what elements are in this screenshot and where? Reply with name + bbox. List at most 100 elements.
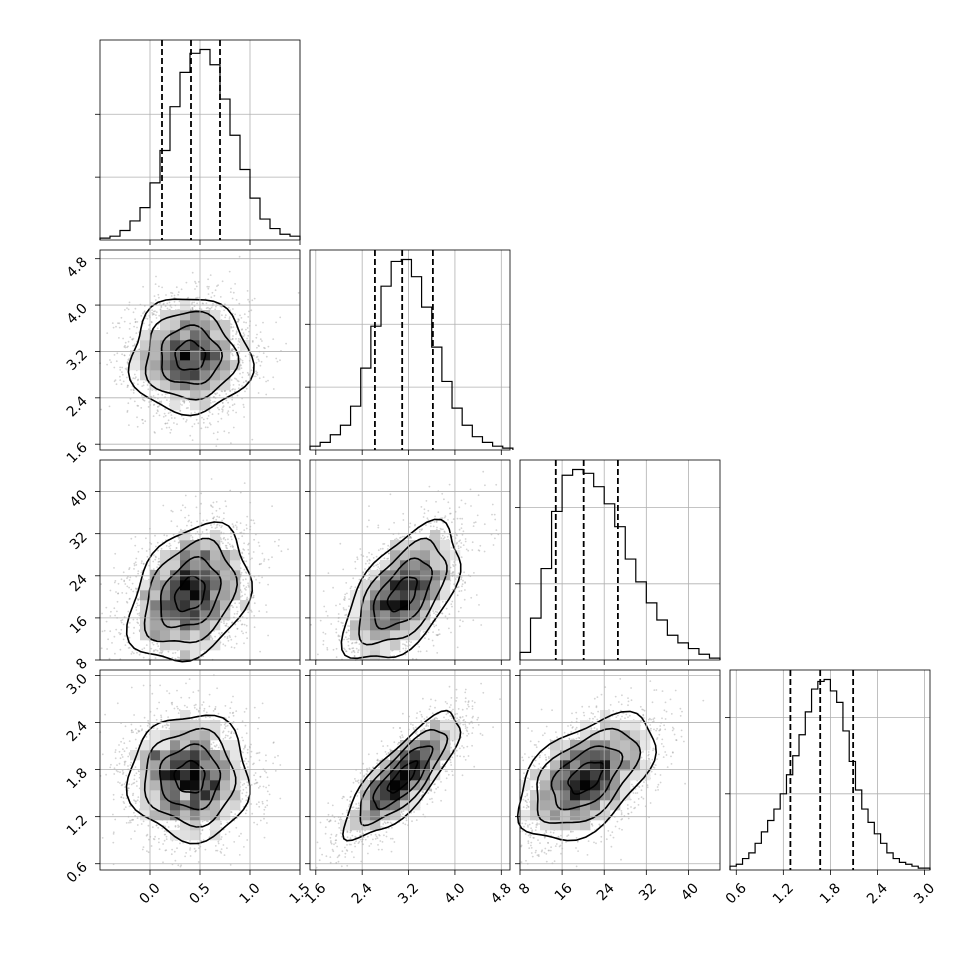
- scatter-point: [221, 280, 224, 283]
- scatter-point: [417, 650, 420, 653]
- scatter-point: [130, 588, 133, 591]
- density-cell: [190, 380, 201, 391]
- density-cell: [170, 370, 181, 381]
- scatter-point: [456, 594, 459, 597]
- scatter-point: [135, 609, 138, 611]
- scatter-point: [184, 506, 187, 509]
- scatter-point: [156, 566, 159, 569]
- scatter-point: [157, 406, 159, 408]
- density-cell: [220, 360, 231, 371]
- scatter-point: [347, 625, 349, 627]
- scatter-point: [118, 326, 121, 329]
- scatter-point: [240, 571, 243, 574]
- scatter-point: [229, 545, 232, 548]
- scatter-point: [177, 656, 179, 659]
- scatter-point: [255, 324, 257, 327]
- scatter-point: [223, 620, 225, 622]
- scatter-point: [133, 562, 136, 565]
- scatter-point: [228, 318, 231, 320]
- scatter-point: [128, 622, 131, 624]
- scatter-point: [218, 524, 221, 527]
- density-cell: [200, 540, 211, 551]
- scatter-point: [432, 644, 435, 647]
- scatter-point: [227, 306, 230, 309]
- scatter-point: [235, 331, 238, 334]
- density-cell: [210, 530, 221, 541]
- scatter-point: [134, 377, 136, 380]
- scatter-point: [185, 420, 187, 423]
- scatter-point: [427, 509, 430, 512]
- scatter-point: [460, 542, 463, 544]
- scatter-point: [123, 354, 126, 357]
- scatter-point: [122, 623, 125, 626]
- scatter-point: [129, 336, 132, 339]
- scatter-point: [342, 568, 345, 571]
- scatter-point: [218, 516, 221, 519]
- scatter-point: [252, 519, 255, 522]
- scatter-point: [341, 622, 344, 624]
- scatter-point: [337, 620, 340, 623]
- scatter-point: [368, 573, 371, 576]
- scatter-point: [126, 362, 129, 365]
- scatter-point: [231, 338, 234, 341]
- scatter-point: [457, 586, 460, 588]
- density-cell: [170, 630, 181, 641]
- scatter-point: [224, 500, 227, 503]
- scatter-point: [108, 405, 111, 408]
- scatter-point: [216, 526, 218, 528]
- scatter-point: [217, 407, 219, 409]
- scatter-point: [136, 602, 138, 605]
- histogram-2: [519, 468, 721, 660]
- scatter-point: [160, 400, 163, 403]
- scatter-point: [190, 521, 193, 524]
- scatter-point: [235, 642, 238, 645]
- scatter-point: [252, 594, 255, 597]
- scatter-point: [227, 401, 230, 404]
- density-cell: [180, 560, 191, 571]
- scatter-point: [201, 531, 204, 533]
- scatter-point: [194, 288, 196, 290]
- scatter-point: [212, 302, 214, 305]
- scatter-point: [255, 370, 257, 373]
- scatter-point: [267, 634, 269, 637]
- scatter-point: [228, 270, 231, 273]
- scatter-point: [230, 287, 232, 290]
- scatter-point: [136, 321, 139, 323]
- scatter-point: [136, 379, 139, 382]
- scatter-point: [227, 631, 230, 633]
- scatter-point: [231, 349, 234, 352]
- scatter-point: [464, 540, 467, 543]
- scatter-point: [222, 409, 224, 411]
- scatter-point: [174, 657, 177, 660]
- scatter-point: [134, 536, 137, 538]
- scatter-point: [246, 337, 249, 340]
- scatter-point: [332, 586, 334, 589]
- scatter-point: [143, 310, 146, 312]
- scatter-point: [252, 551, 255, 553]
- scatter-point: [130, 653, 133, 655]
- scatter-point: [229, 390, 232, 392]
- scatter-point: [254, 375, 257, 378]
- scatter-point: [233, 613, 236, 615]
- scatter-point: [239, 522, 242, 525]
- scatter-point: [246, 637, 249, 640]
- scatter-point: [324, 633, 327, 635]
- density-cell: [200, 570, 211, 581]
- scatter-point: [232, 330, 234, 332]
- scatter-point: [345, 650, 348, 653]
- scatter-point: [134, 320, 137, 323]
- scatter-point: [126, 386, 129, 388]
- scatter-point: [456, 534, 458, 537]
- density-cell: [150, 370, 161, 381]
- scatter-point: [135, 376, 137, 378]
- scatter-point: [461, 523, 463, 525]
- scatter-point: [364, 562, 367, 565]
- scatter-point: [151, 312, 154, 314]
- scatter-point: [231, 398, 234, 401]
- scatter-point: [144, 420, 147, 423]
- density-cell: [140, 340, 151, 351]
- scatter-point: [356, 558, 359, 561]
- scatter-point: [455, 542, 458, 545]
- scatter-point: [425, 650, 428, 652]
- scatter-point: [237, 343, 239, 346]
